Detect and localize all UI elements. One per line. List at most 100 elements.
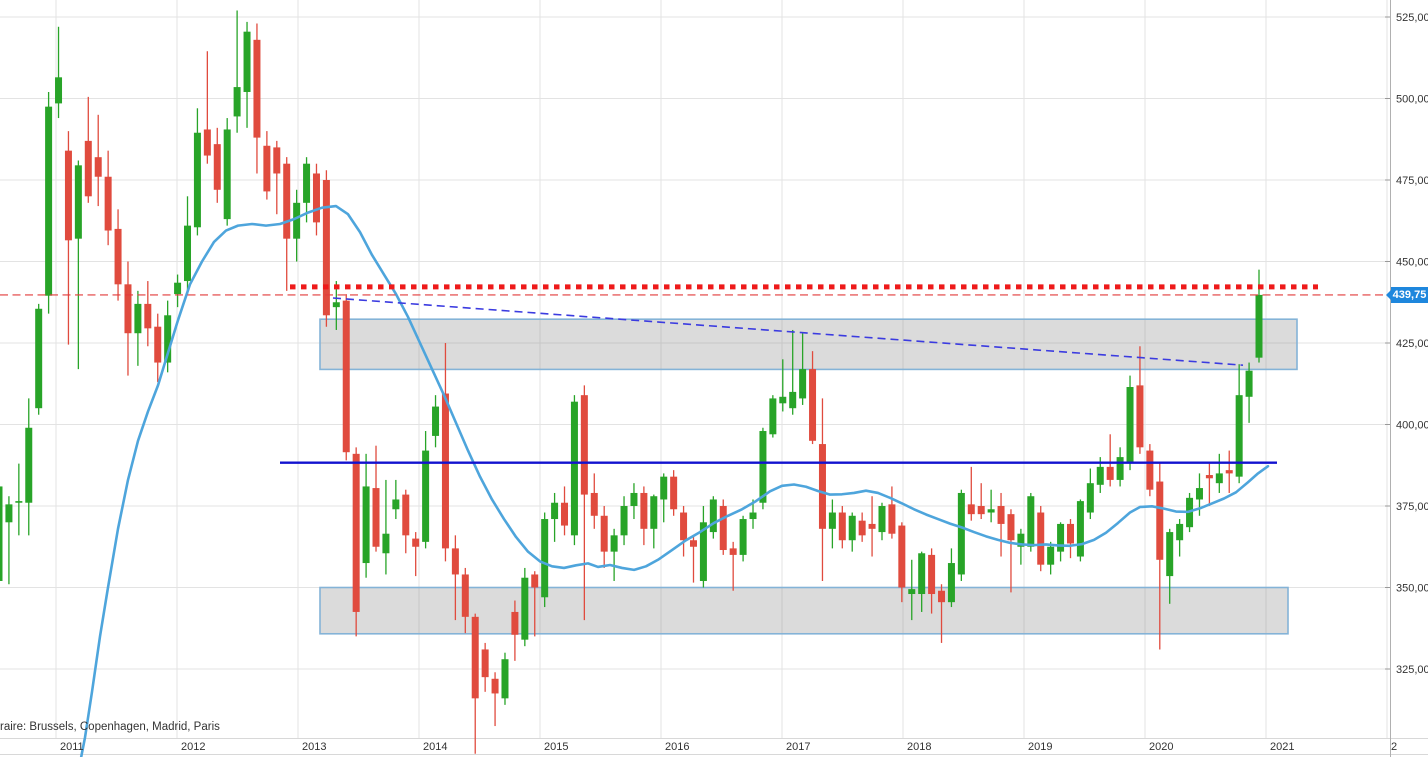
x-axis-label: 2014: [423, 741, 447, 753]
candle-body: [789, 391, 797, 409]
candle-body: [541, 519, 549, 598]
candle-up: [184, 196, 192, 295]
y-axis-label: 375,00: [1396, 501, 1428, 513]
candle-body: [1176, 523, 1184, 541]
candle-body: [1215, 473, 1223, 484]
candle-body: [184, 225, 192, 282]
candle-body: [1116, 457, 1124, 480]
candle-down: [203, 51, 211, 164]
candle-body: [640, 492, 648, 529]
moving-average-line: [79, 204, 1270, 757]
candle-body: [372, 488, 380, 547]
candle-body: [610, 535, 618, 552]
candle-body: [1027, 496, 1035, 547]
candle-body: [303, 163, 311, 203]
candle-up: [749, 499, 757, 529]
candle-body: [620, 506, 628, 536]
candle-down: [719, 499, 727, 555]
candle-body: [0, 486, 3, 581]
candle-up: [422, 431, 430, 549]
candle-body: [680, 512, 688, 541]
candle-down: [481, 642, 489, 692]
candle-down: [1225, 450, 1233, 493]
candle-down: [154, 313, 162, 383]
candle-down: [451, 535, 459, 621]
candle-body: [868, 523, 876, 529]
candle-up: [35, 303, 43, 415]
candle-down: [511, 600, 519, 661]
descending-trendline[interactable]: [332, 297, 1244, 366]
candle-body: [957, 492, 965, 575]
candle-up: [620, 496, 628, 546]
demand-zone[interactable]: [319, 586, 1289, 635]
candle-down: [94, 114, 102, 207]
candle-body: [1136, 385, 1144, 448]
candle-down: [322, 170, 330, 327]
candle-down: [124, 261, 132, 376]
candle-up: [382, 479, 390, 575]
current-price-tag: 439,75: [1386, 286, 1428, 303]
candle-down: [689, 535, 697, 583]
candle-down: [104, 150, 112, 246]
candle-down: [64, 131, 72, 345]
candle-body: [164, 315, 172, 363]
candle-up: [789, 329, 797, 415]
supply-zone[interactable]: [319, 318, 1298, 371]
candle-body: [243, 31, 251, 92]
candle-body: [322, 180, 330, 316]
candle-up: [223, 118, 231, 226]
candle-down: [590, 473, 598, 529]
candle-up: [0, 486, 3, 581]
candle-body: [590, 492, 598, 516]
candle-up: [739, 515, 747, 562]
candle-body: [670, 476, 678, 510]
candle-body: [203, 129, 211, 156]
candle-down: [531, 571, 539, 637]
candle-up: [392, 479, 400, 520]
candle-body: [273, 147, 281, 174]
candle-down: [253, 23, 261, 174]
candle-down: [273, 140, 281, 215]
candle-down: [312, 163, 320, 236]
candle-body: [55, 77, 63, 104]
candle-body: [352, 453, 360, 612]
candle-up: [1076, 499, 1084, 562]
candle-up: [362, 453, 370, 578]
candle-body: [104, 176, 112, 231]
candle-body: [739, 519, 747, 555]
candle-down: [561, 486, 569, 536]
candle-body: [630, 492, 638, 506]
candle-body: [878, 506, 886, 533]
candle-body: [1047, 546, 1055, 565]
candle-up: [5, 496, 13, 585]
candle-up: [432, 395, 440, 448]
candle-up: [699, 506, 707, 588]
candle-body: [918, 553, 926, 595]
candle-up: [1166, 528, 1174, 604]
candle-down: [263, 131, 271, 200]
candle-up: [25, 398, 33, 536]
candle-up: [1086, 468, 1094, 520]
x-axis-label: 2021: [1270, 741, 1294, 753]
candle-up: [501, 652, 509, 705]
candle-body: [233, 87, 241, 117]
x-axis-label: 2016: [665, 741, 689, 753]
candle-body: [74, 165, 82, 239]
candle-up: [1057, 522, 1065, 562]
candle-body: [828, 512, 836, 529]
candle-body: [1146, 450, 1154, 490]
candle-body: [928, 554, 936, 595]
candle-body: [283, 163, 291, 239]
candle-body: [193, 132, 201, 228]
candle-body: [660, 476, 668, 500]
candle-body: [689, 540, 697, 547]
candle-body: [441, 393, 449, 549]
candle-down: [213, 127, 221, 203]
candle-body: [709, 499, 717, 533]
candle-body: [1156, 481, 1164, 560]
candle-up: [878, 502, 886, 541]
candle-body: [888, 504, 896, 534]
candle-up: [660, 473, 668, 523]
